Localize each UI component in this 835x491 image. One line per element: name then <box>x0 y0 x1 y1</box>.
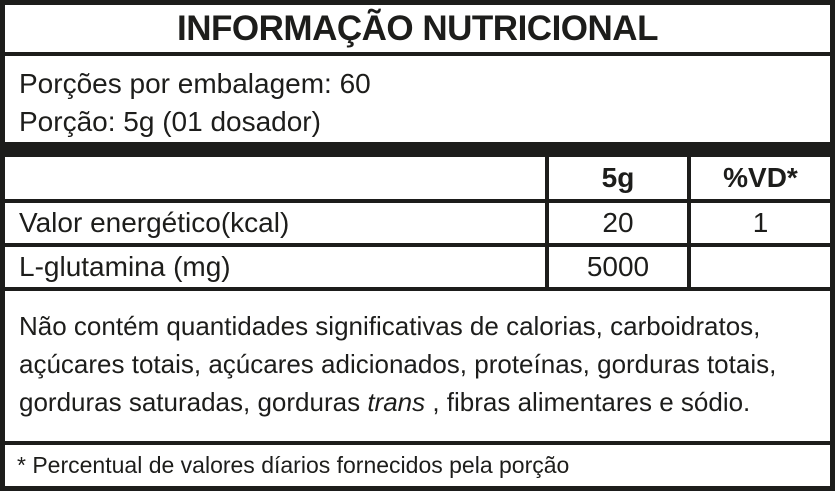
table-row: L-glutamina (mg) 5000 <box>5 247 830 291</box>
thick-divider-bar <box>5 142 830 157</box>
header-daily-value-cell: %VD* <box>687 157 830 199</box>
amount-cell: 5000 <box>545 247 687 287</box>
serving-info-section: Porções por embalagem: 60 Porção: 5g (01… <box>5 56 830 142</box>
disclaimer-line-3-post: , fibras alimentares e sódio. <box>425 387 751 417</box>
disclaimer-line-3: gorduras saturadas, gorduras trans , fib… <box>19 383 816 421</box>
table-row: Valor energético(kcal) 20 1 <box>5 203 830 247</box>
nutrient-name-cell: L-glutamina (mg) <box>19 251 231 282</box>
footnote-section: * Percentual de valores díarios fornecid… <box>5 441 830 486</box>
servings-per-package-text: Porções por embalagem: 60 <box>19 68 371 99</box>
table-header-row: 5g %VD* <box>5 157 830 203</box>
footnote-text: * Percentual de valores díarios fornecid… <box>17 452 570 478</box>
nutrient-name-cell: Valor energético(kcal) <box>19 207 290 238</box>
page-title: INFORMAÇÃO NUTRICIONAL <box>177 8 658 48</box>
disclaimer-section: Não contém quantidades significativas de… <box>5 291 830 441</box>
header-nutrient-cell <box>5 157 545 199</box>
disclaimer-line-3-pre: gorduras saturadas, gorduras <box>19 387 368 417</box>
disclaimer-line-1: Não contém quantidades significativas de… <box>19 311 761 341</box>
daily-value-cell: 1 <box>687 203 830 243</box>
disclaimer-line-2: açúcares totais, açúcares adicionados, p… <box>19 349 777 379</box>
label-header: INFORMAÇÃO NUTRICIONAL <box>5 5 830 56</box>
daily-value-cell <box>687 247 830 287</box>
header-amount-cell: 5g <box>545 157 687 199</box>
nutrition-table: 5g %VD* Valor energético(kcal) 20 1 L-gl… <box>5 157 830 291</box>
amount-cell: 20 <box>545 203 687 243</box>
portion-size-text: Porção: 5g (01 dosador) <box>19 106 321 137</box>
disclaimer-trans-word: trans <box>367 387 426 417</box>
